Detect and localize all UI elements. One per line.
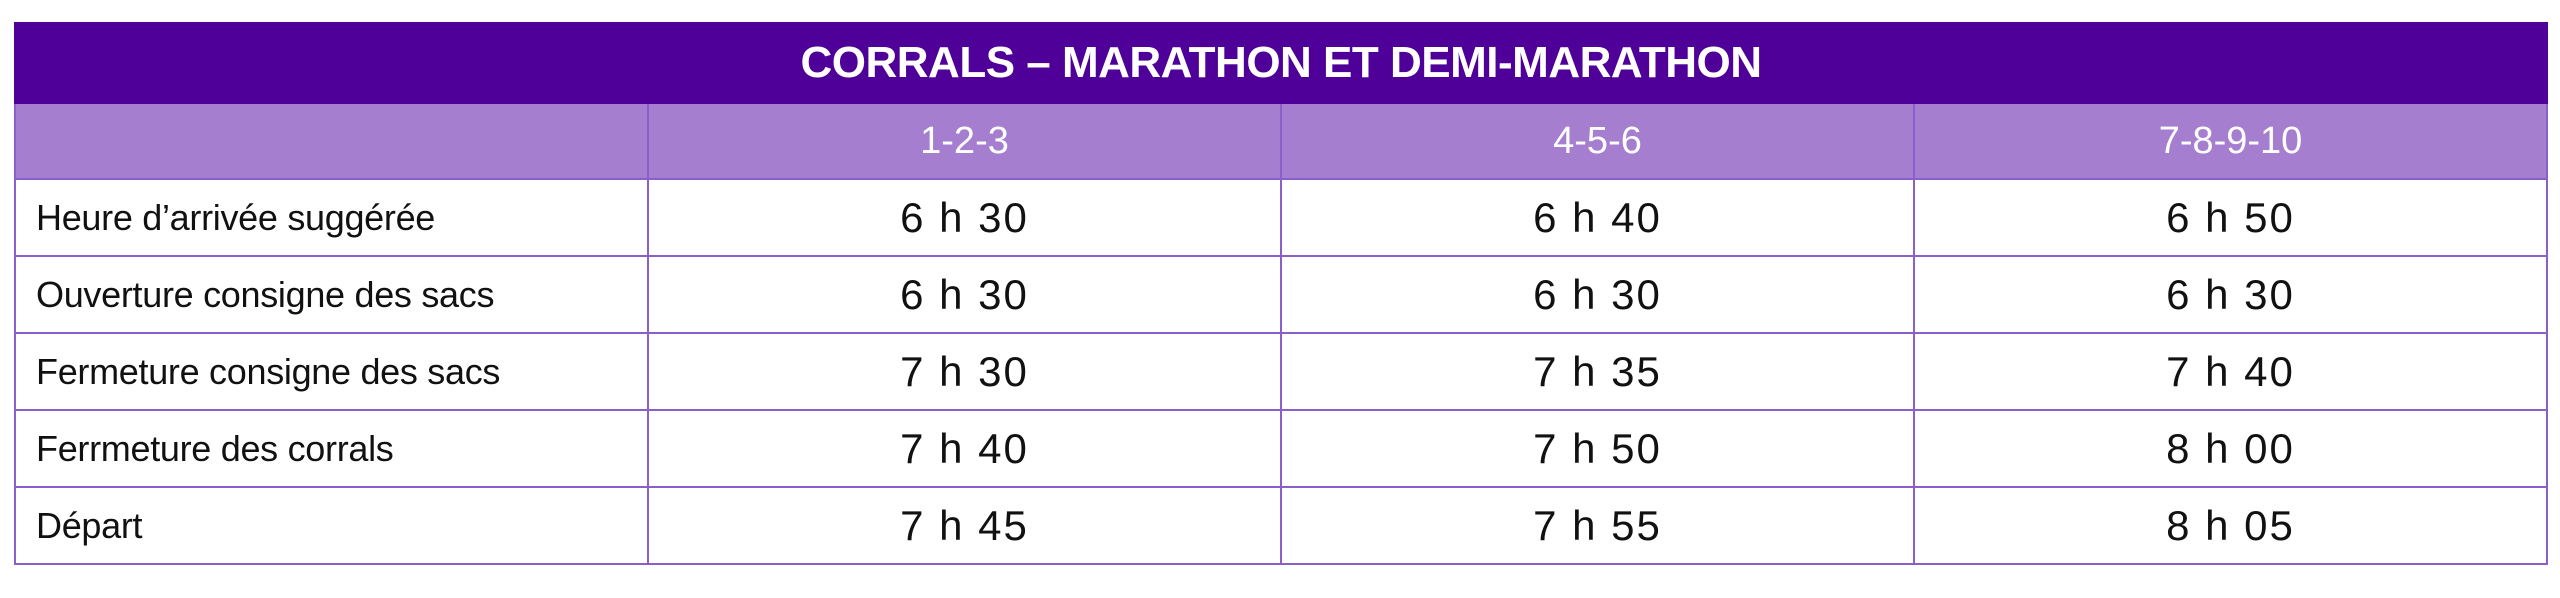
- row-label: Départ: [14, 486, 649, 565]
- time-cell: 7 h 45: [647, 486, 1282, 565]
- time-cell: 6 h 30: [647, 178, 1282, 257]
- header-corrals-7-8-9-10: 7-8-9-10: [1912, 102, 2549, 180]
- table-row: Départ 7 h 45 7 h 55 8 h 05: [14, 486, 2549, 565]
- time-cell: 6 h 30: [1280, 255, 1915, 334]
- time-cell: 7 h 55: [1280, 486, 1915, 565]
- title-row: CORRALS – MARATHON ET DEMI-MARATHON: [13, 22, 2549, 104]
- header-corrals-1-2-3: 1-2-3: [647, 102, 1282, 180]
- table-row: Ouverture consigne des sacs 6 h 30 6 h 3…: [14, 255, 2549, 334]
- corrals-schedule: CORRALS – MARATHON ET DEMI-MARATHON 1-2-…: [13, 22, 2549, 565]
- row-label: Ferrmeture des corrals: [14, 409, 649, 488]
- table-title: CORRALS – MARATHON ET DEMI-MARATHON: [13, 22, 2549, 104]
- time-cell: 7 h 50: [1280, 409, 1915, 488]
- time-cell: 6 h 30: [647, 255, 1282, 334]
- header-corrals-4-5-6: 4-5-6: [1280, 102, 1915, 180]
- time-cell: 8 h 05: [1912, 486, 2549, 565]
- row-label: Heure d’arrivée suggérée: [14, 178, 649, 257]
- table-row: Fermeture consigne des sacs 7 h 30 7 h 3…: [14, 332, 2549, 411]
- time-cell: 7 h 40: [647, 409, 1282, 488]
- time-cell: 6 h 40: [1280, 178, 1915, 257]
- time-cell: 7 h 30: [647, 332, 1282, 411]
- row-label: Fermeture consigne des sacs: [14, 332, 649, 411]
- time-cell: 6 h 50: [1912, 178, 2549, 257]
- table-row: Ferrmeture des corrals 7 h 40 7 h 50 8 h…: [14, 409, 2549, 488]
- table-row: Heure d’arrivée suggérée 6 h 30 6 h 40 6…: [14, 178, 2549, 257]
- time-cell: 8 h 00: [1912, 409, 2549, 488]
- time-cell: 7 h 35: [1280, 332, 1915, 411]
- time-cell: 7 h 40: [1912, 332, 2549, 411]
- time-cell: 6 h 30: [1912, 255, 2549, 334]
- header-row: 1-2-3 4-5-6 7-8-9-10: [14, 102, 2549, 180]
- header-empty: [14, 102, 649, 180]
- row-label: Ouverture consigne des sacs: [14, 255, 649, 334]
- corrals-table: CORRALS – MARATHON ET DEMI-MARATHON 1-2-…: [13, 22, 2549, 565]
